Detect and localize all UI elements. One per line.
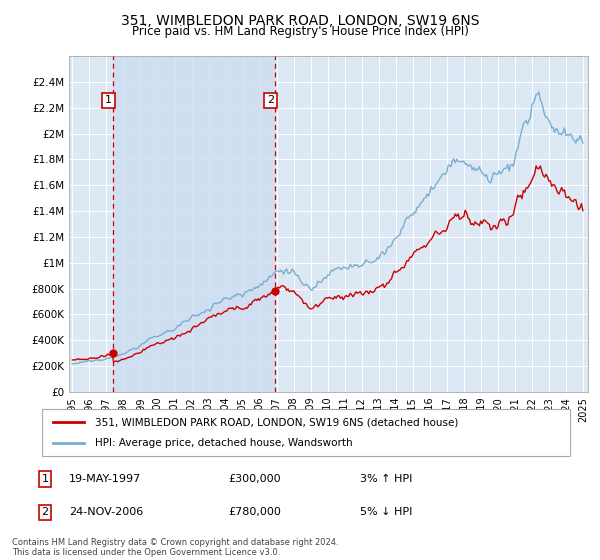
Text: 2: 2 <box>267 95 274 105</box>
Text: 24-NOV-2006: 24-NOV-2006 <box>69 507 143 517</box>
Text: Price paid vs. HM Land Registry's House Price Index (HPI): Price paid vs. HM Land Registry's House … <box>131 25 469 38</box>
Text: 5% ↓ HPI: 5% ↓ HPI <box>360 507 412 517</box>
Bar <box>113 56 275 392</box>
Text: £300,000: £300,000 <box>228 474 281 484</box>
Text: 1: 1 <box>41 474 49 484</box>
Text: Contains HM Land Registry data © Crown copyright and database right 2024.
This d: Contains HM Land Registry data © Crown c… <box>12 538 338 557</box>
FancyBboxPatch shape <box>42 409 570 456</box>
Text: £780,000: £780,000 <box>228 507 281 517</box>
Text: 351, WIMBLEDON PARK ROAD, LONDON, SW19 6NS: 351, WIMBLEDON PARK ROAD, LONDON, SW19 6… <box>121 14 479 28</box>
Text: 19-MAY-1997: 19-MAY-1997 <box>69 474 141 484</box>
Text: 2: 2 <box>41 507 49 517</box>
Text: 3% ↑ HPI: 3% ↑ HPI <box>360 474 412 484</box>
Text: 351, WIMBLEDON PARK ROAD, LONDON, SW19 6NS (detached house): 351, WIMBLEDON PARK ROAD, LONDON, SW19 6… <box>95 417 458 427</box>
Text: 1: 1 <box>105 95 112 105</box>
Text: HPI: Average price, detached house, Wandsworth: HPI: Average price, detached house, Wand… <box>95 438 352 448</box>
